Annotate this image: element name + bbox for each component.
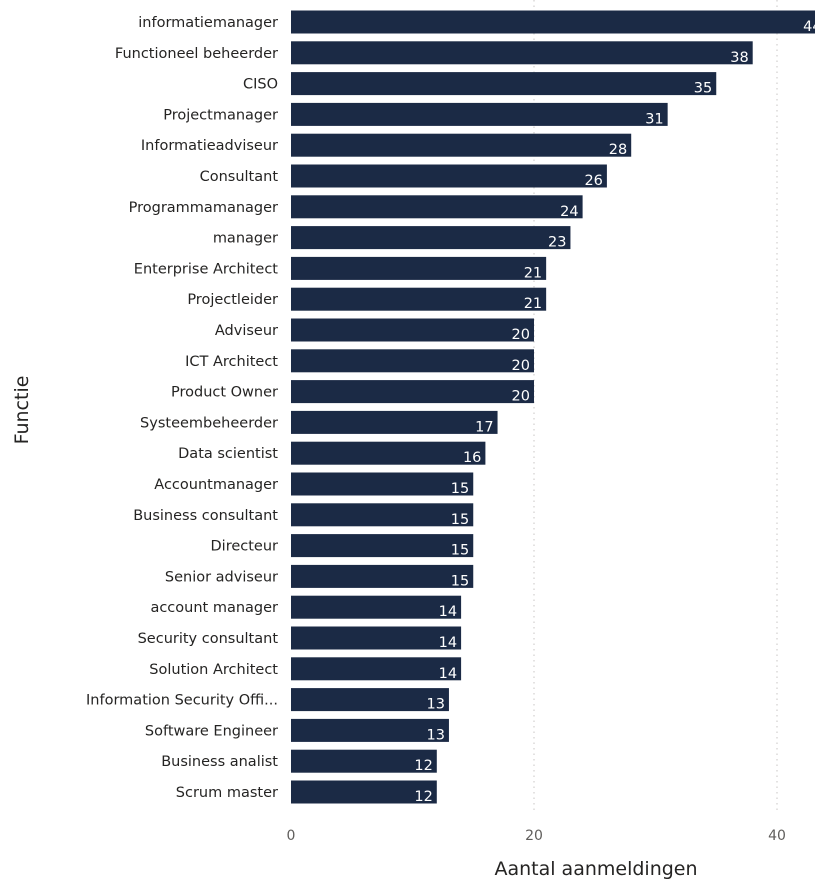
- category-label: Systeembeheerder: [140, 415, 278, 431]
- bar[interactable]: [291, 41, 753, 65]
- bar[interactable]: [291, 534, 474, 558]
- data-label: 15: [451, 543, 469, 559]
- bar[interactable]: [291, 749, 437, 773]
- category-label: Data scientist: [178, 446, 278, 462]
- category-label: manager: [213, 231, 278, 247]
- data-label: 26: [584, 173, 602, 189]
- y-axis-title: Functie: [11, 376, 33, 445]
- category-label: informatiemanager: [138, 15, 278, 31]
- data-label: 17: [475, 419, 493, 435]
- bar[interactable]: [291, 718, 449, 742]
- bar[interactable]: [291, 472, 474, 496]
- category-label: Directeur: [211, 539, 279, 555]
- category-label: Projectmanager: [163, 107, 278, 123]
- category-labels: informatiemanager Functioneel beheerder CI…: [86, 15, 278, 801]
- data-label: 20: [512, 389, 530, 405]
- data-labels: 44 38 35 31 28 26 24 23 21 21 20 20 20 17 16 15 15 15 15 14…: [414, 19, 815, 805]
- category-label: Information Security Offi...: [86, 693, 278, 709]
- category-label: Informatieadviseur: [141, 138, 278, 154]
- category-label: Consultant: [200, 169, 279, 185]
- bar[interactable]: [291, 256, 547, 280]
- x-axis-ticks: 0 20 40: [287, 828, 786, 844]
- data-label: 21: [524, 296, 542, 312]
- bar[interactable]: [291, 564, 474, 588]
- data-label: 28: [609, 142, 627, 158]
- bar[interactable]: [291, 688, 449, 712]
- category-label: Projectleider: [187, 292, 278, 308]
- bar[interactable]: [291, 657, 462, 681]
- data-label: 20: [512, 327, 530, 343]
- data-label: 12: [414, 789, 432, 805]
- data-label: 12: [414, 758, 432, 774]
- x-tick-label: 40: [768, 828, 786, 844]
- category-label: Product Owner: [171, 385, 278, 401]
- bar[interactable]: [291, 626, 462, 650]
- data-label: 21: [524, 265, 542, 281]
- bar[interactable]: [291, 503, 474, 527]
- bar[interactable]: [291, 595, 462, 619]
- data-label: 15: [451, 481, 469, 497]
- bar[interactable]: [291, 441, 486, 465]
- category-label: Senior adviseur: [165, 569, 278, 585]
- data-label: 35: [694, 81, 712, 97]
- data-label: 31: [645, 111, 663, 127]
- category-label: Functioneel beheerder: [115, 46, 278, 62]
- bar[interactable]: [291, 226, 571, 250]
- category-label: Accountmanager: [154, 477, 278, 493]
- bar[interactable]: [291, 72, 717, 96]
- category-label: ICT Architect: [185, 354, 278, 370]
- bar[interactable]: [291, 164, 607, 188]
- bar[interactable]: [291, 133, 632, 157]
- data-label: 20: [512, 358, 530, 374]
- bar[interactable]: [291, 410, 498, 434]
- bar[interactable]: [291, 349, 534, 373]
- bar[interactable]: [291, 780, 437, 804]
- gridlines: [533, 0, 778, 812]
- bars: [291, 10, 815, 804]
- category-label: Adviseur: [215, 323, 278, 339]
- data-label: 38: [730, 50, 748, 66]
- bar[interactable]: [291, 318, 534, 342]
- bar[interactable]: [291, 380, 534, 404]
- data-label: 24: [560, 204, 578, 220]
- data-label: 14: [439, 604, 457, 620]
- data-label: 13: [426, 697, 444, 713]
- category-label: Scrum master: [176, 785, 278, 801]
- data-label: 15: [451, 573, 469, 589]
- category-label: CISO: [243, 77, 278, 93]
- bar[interactable]: [291, 287, 547, 311]
- data-label: 16: [463, 450, 481, 466]
- category-label: Business consultant: [133, 508, 278, 524]
- category-label: Software Engineer: [145, 723, 278, 739]
- category-label: Security consultant: [138, 631, 279, 647]
- category-label: Business analist: [161, 754, 278, 770]
- data-label: 14: [439, 635, 457, 651]
- bar[interactable]: [291, 10, 815, 34]
- data-label: 14: [439, 666, 457, 682]
- data-label: 15: [451, 512, 469, 528]
- data-label: 13: [426, 727, 444, 743]
- bar[interactable]: [291, 102, 668, 126]
- category-label: Enterprise Architect: [134, 261, 279, 277]
- category-label: Programmamanager: [129, 200, 278, 216]
- category-label: account manager: [150, 600, 278, 616]
- data-label: 44: [803, 19, 815, 35]
- category-label: Solution Architect: [149, 662, 278, 678]
- bar[interactable]: [291, 195, 583, 219]
- x-tick-label: 20: [525, 828, 543, 844]
- x-axis-title: Aantal aanmeldingen: [494, 858, 697, 879]
- data-label: 23: [548, 235, 566, 251]
- x-tick-label: 0: [287, 828, 296, 844]
